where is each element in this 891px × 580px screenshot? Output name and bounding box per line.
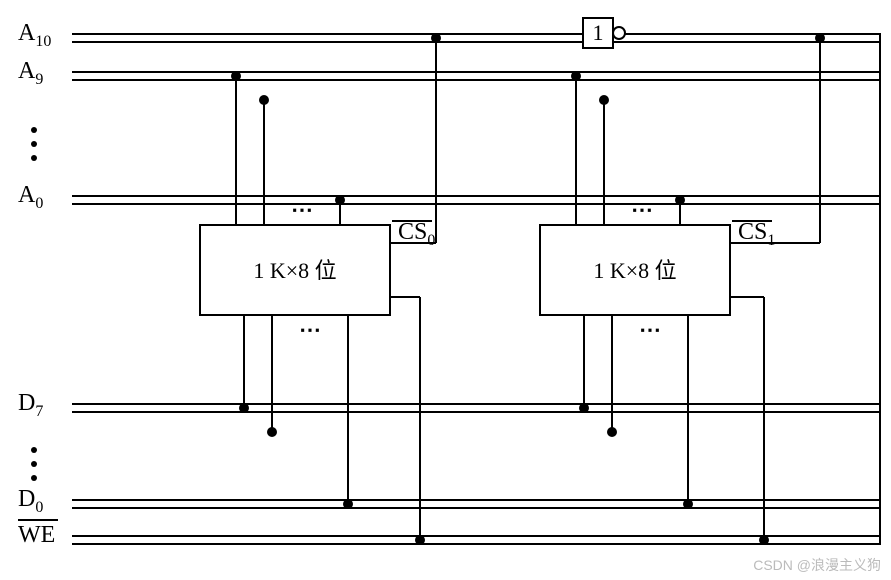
junction-dot xyxy=(599,95,609,105)
ellipsis-dot xyxy=(31,127,37,133)
junction-dot xyxy=(415,535,425,545)
junction-dot xyxy=(683,499,693,509)
junction-dot xyxy=(815,33,825,43)
label-D0: D0 xyxy=(18,486,43,516)
junction-dot xyxy=(231,71,241,81)
cs-label-0: CS0 xyxy=(398,219,435,249)
ellipsis-dot xyxy=(31,141,37,147)
watermark: CSDN @浪漫主义狗 xyxy=(753,557,881,573)
junction-dot xyxy=(579,403,589,413)
junction-dot xyxy=(343,499,353,509)
junction-dot xyxy=(431,33,441,43)
junction-dot xyxy=(239,403,249,413)
junction-dot xyxy=(571,71,581,81)
addr-ellipsis: ⋯ xyxy=(631,197,653,222)
label-A9: A9 xyxy=(18,58,43,88)
junction-dot xyxy=(607,427,617,437)
ellipsis-dot xyxy=(31,475,37,481)
addr-ellipsis: ⋯ xyxy=(291,197,313,222)
junction-dot xyxy=(259,95,269,105)
chip-0-label: 1 K×8 位 xyxy=(253,258,336,283)
inverter-bubble xyxy=(613,27,625,39)
label-A10: A10 xyxy=(18,20,51,50)
cs-label-1: CS1 xyxy=(738,219,775,249)
junction-dot xyxy=(267,427,277,437)
inverter-label: 1 xyxy=(593,20,604,45)
label-A0: A0 xyxy=(18,182,43,212)
data-ellipsis: ⋯ xyxy=(639,317,661,342)
ellipsis-dot xyxy=(31,447,37,453)
junction-dot xyxy=(675,195,685,205)
junction-dot xyxy=(335,195,345,205)
label-WE: WE xyxy=(18,522,55,548)
ellipsis-dot xyxy=(31,155,37,161)
chip-1-label: 1 K×8 位 xyxy=(593,258,676,283)
data-ellipsis: ⋯ xyxy=(299,317,321,342)
ellipsis-dot xyxy=(31,461,37,467)
junction-dot xyxy=(759,535,769,545)
label-D7: D7 xyxy=(18,390,43,420)
